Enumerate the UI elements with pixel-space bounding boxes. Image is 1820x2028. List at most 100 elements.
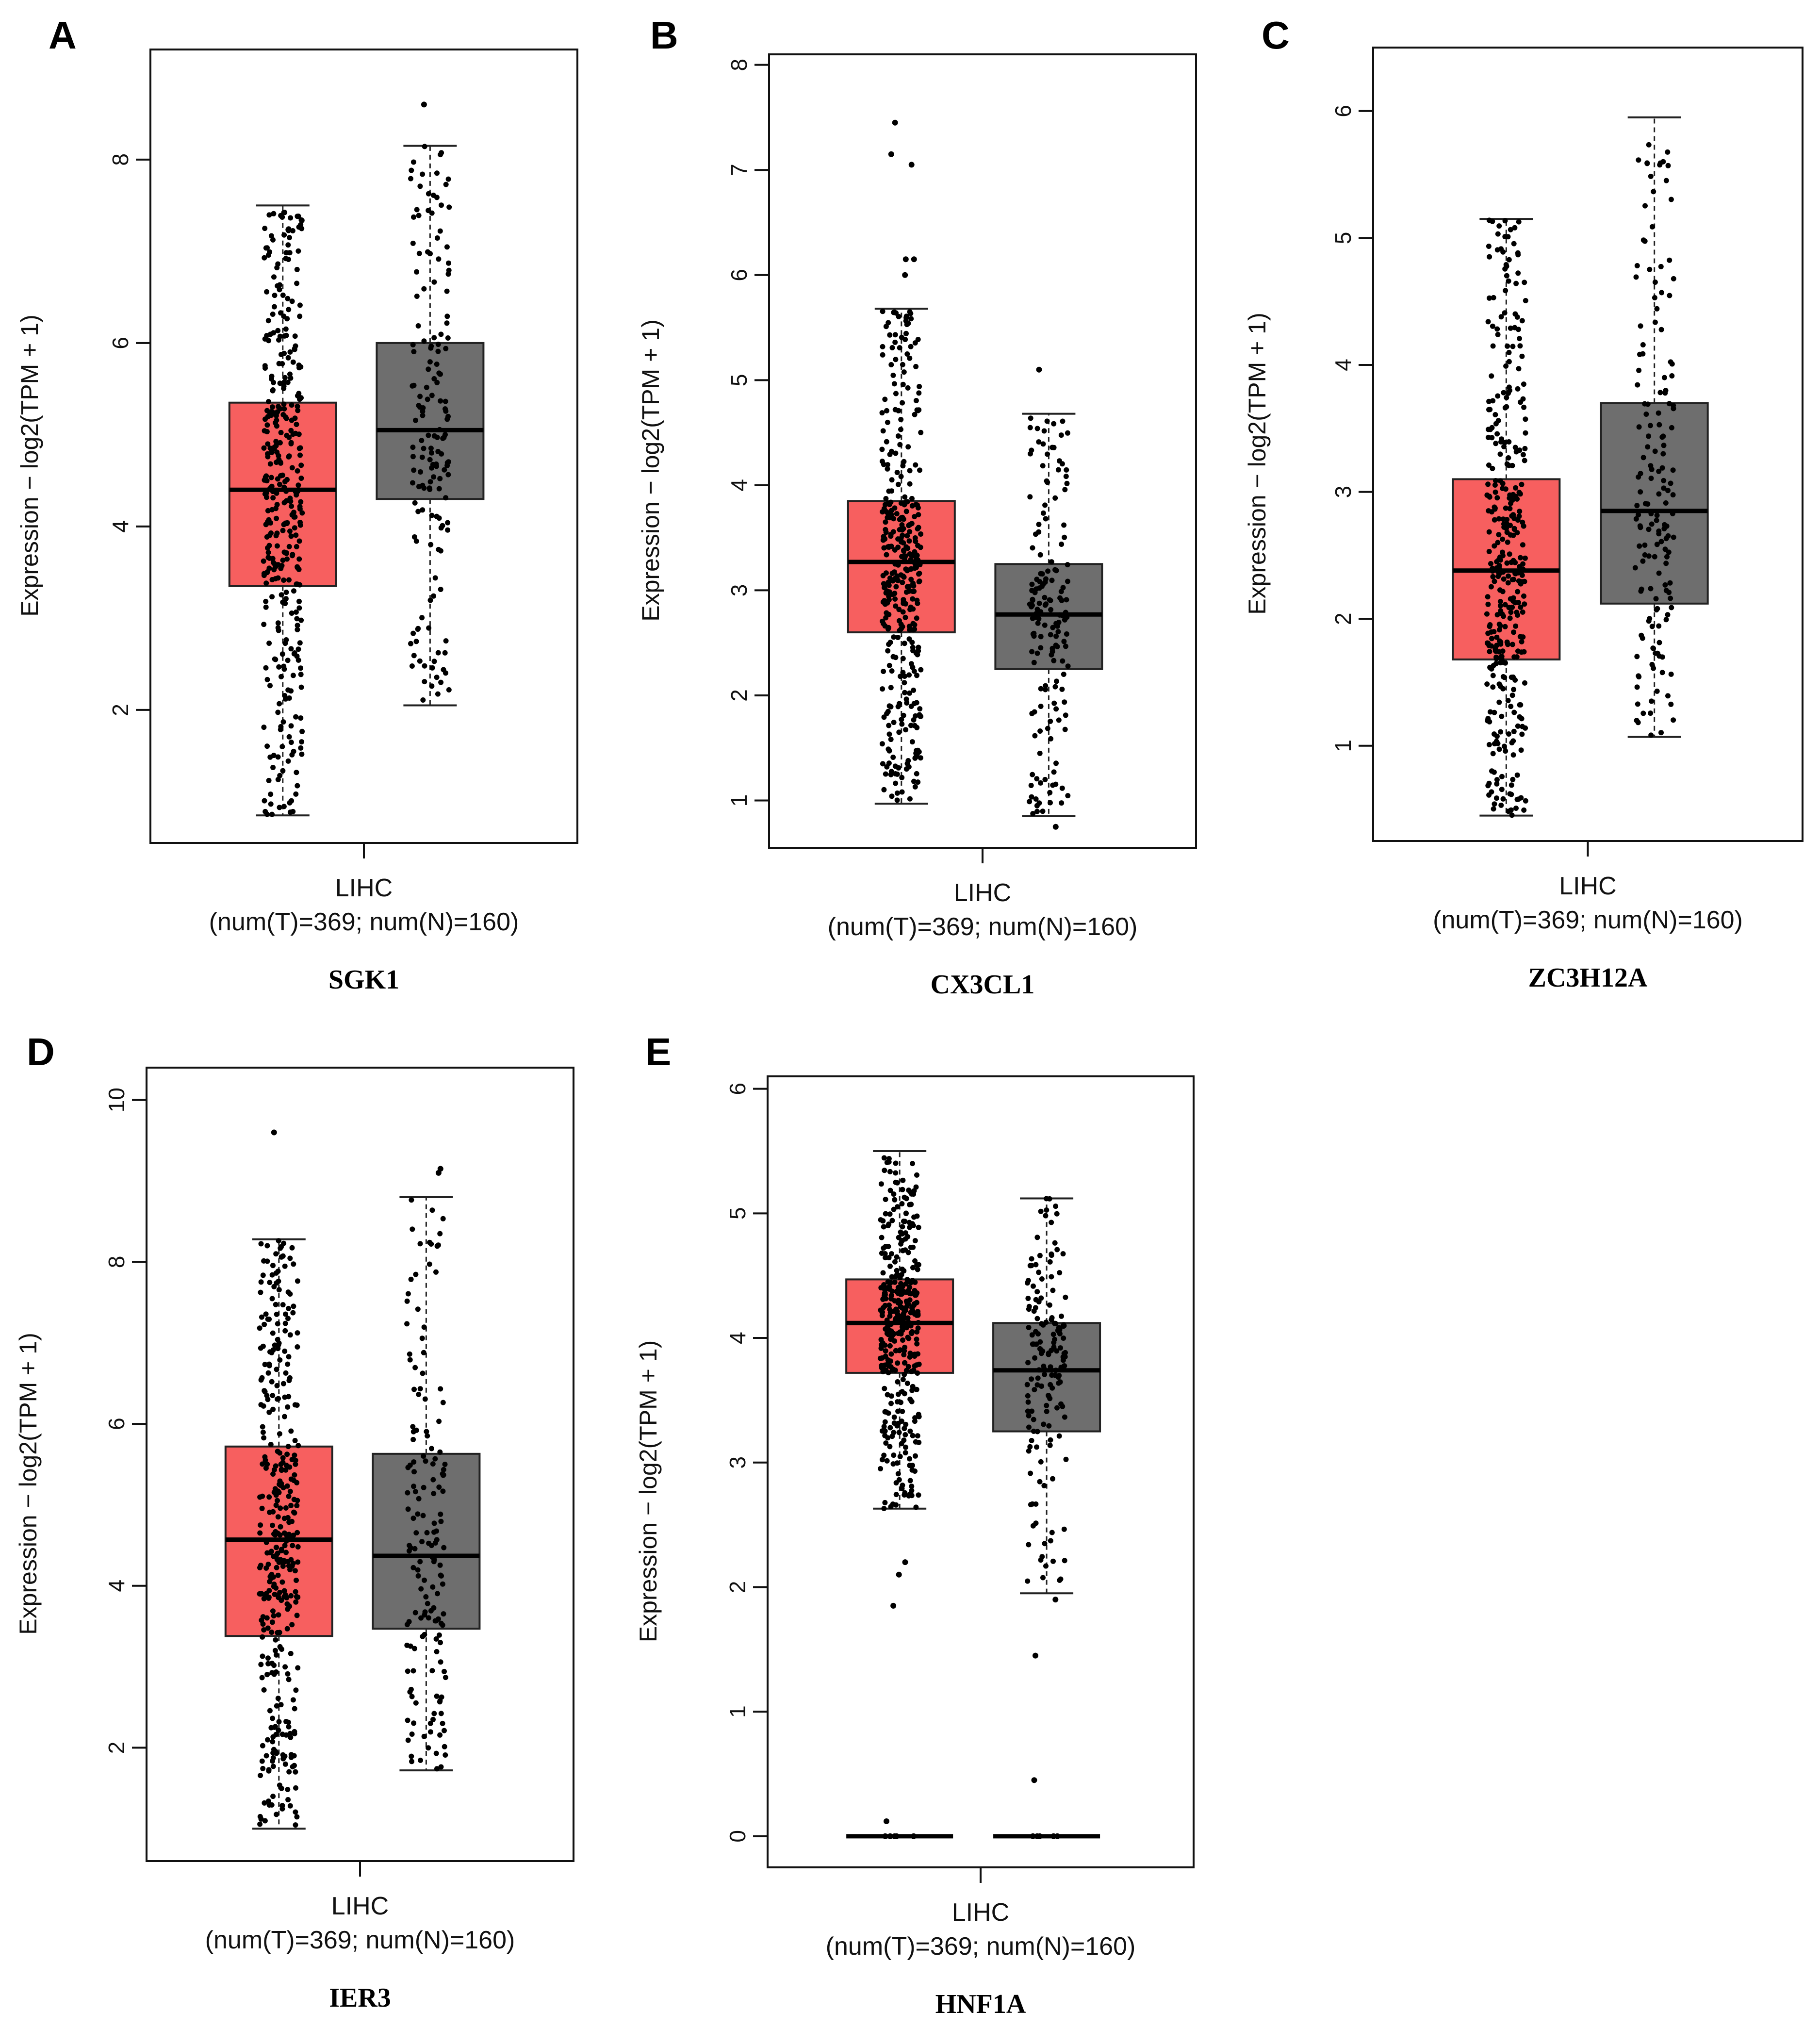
sample-point: [280, 768, 286, 774]
sample-point: [293, 791, 299, 797]
sample-point: [895, 1391, 901, 1397]
sample-point: [269, 1296, 275, 1302]
sample-point: [1491, 806, 1496, 812]
sample-point: [1522, 458, 1527, 463]
sample-point: [1048, 632, 1053, 638]
sample-point: [1025, 1408, 1031, 1414]
sample-point: [881, 1424, 887, 1430]
sample-point: [886, 731, 892, 737]
sample-point: [411, 349, 417, 355]
sample-point: [900, 1187, 905, 1192]
sample-point: [1487, 649, 1492, 655]
sample-point: [295, 627, 300, 632]
sample-point: [1494, 431, 1500, 437]
sample-point: [882, 1290, 887, 1296]
sample-point: [431, 1520, 437, 1526]
sample-point: [918, 667, 924, 673]
sample-point: [1645, 501, 1651, 507]
sample-point: [410, 1429, 416, 1434]
sample-point: [277, 1782, 282, 1788]
sample-point: [296, 538, 302, 544]
sample-point: [885, 462, 890, 468]
sample-point: [280, 292, 286, 298]
sample-point: [889, 345, 895, 350]
sample-point: [279, 1803, 285, 1809]
sample-point: [891, 381, 897, 387]
sample-point: [1669, 373, 1675, 379]
sample-point: [886, 582, 892, 588]
sample-point: [274, 1367, 279, 1372]
sample-point: [1495, 331, 1501, 337]
outlier-point: [1052, 1597, 1059, 1603]
sample-point: [429, 1668, 435, 1674]
sample-point: [902, 1344, 908, 1350]
sample-point: [1523, 298, 1528, 303]
sample-point: [285, 355, 291, 361]
sample-point: [912, 1238, 918, 1244]
sample-point: [283, 1505, 289, 1511]
sample-point: [884, 552, 889, 558]
gene-title: ZC3H12A: [1528, 963, 1648, 993]
sample-point: [421, 1484, 426, 1490]
sample-point: [1030, 772, 1035, 777]
sample-point: [898, 427, 903, 432]
sample-point: [275, 476, 280, 482]
sample-point: [914, 597, 920, 603]
sample-point: [277, 1431, 282, 1437]
sample-point: [1053, 1204, 1059, 1209]
sample-point: [440, 1216, 446, 1221]
sample-point: [277, 282, 283, 288]
sample-point: [909, 1305, 915, 1311]
sample-point: [299, 739, 305, 745]
sample-point: [899, 1485, 905, 1491]
sample-point: [279, 1467, 284, 1473]
sample-point: [1042, 1541, 1048, 1547]
sample-point: [1504, 560, 1510, 566]
sample-point: [297, 313, 303, 319]
sample-point: [913, 462, 918, 468]
sample-point: [1060, 585, 1066, 591]
sample-point: [1060, 1251, 1066, 1257]
sample-point: [269, 577, 275, 582]
sample-point: [914, 615, 919, 621]
sample-point: [909, 1399, 915, 1404]
sample-point: [292, 1402, 298, 1408]
sample-point: [1520, 519, 1525, 525]
sample-point: [1058, 1345, 1063, 1351]
sample-point: [894, 771, 900, 777]
sample-point: [421, 445, 426, 451]
sample-point: [1668, 671, 1674, 677]
sample-point: [411, 1720, 417, 1726]
sample-point: [286, 734, 292, 740]
sample-point: [1051, 1344, 1057, 1350]
sample-point: [1654, 512, 1660, 518]
sample-point: [270, 1715, 276, 1721]
sample-point: [292, 1729, 297, 1734]
y-tick-label: 4: [1330, 359, 1356, 371]
sample-point: [1060, 658, 1066, 664]
sample-point: [1506, 808, 1511, 814]
sample-point: [881, 545, 887, 551]
sample-point: [1668, 701, 1674, 707]
sample-point: [1494, 643, 1500, 648]
sample-point: [291, 1509, 296, 1515]
sample-point: [1503, 505, 1508, 511]
sample-point: [292, 1568, 298, 1574]
sample-point: [1670, 492, 1676, 498]
sample-point: [275, 1498, 280, 1503]
sample-point: [295, 1278, 300, 1284]
y-tick-label: 6: [1330, 105, 1356, 117]
sample-point: [298, 476, 304, 481]
sample-point: [284, 1595, 290, 1600]
sample-point: [275, 754, 281, 760]
sample-point: [1498, 729, 1504, 735]
sample-point: [898, 1229, 903, 1235]
sample-point: [1490, 398, 1496, 404]
sample-point: [285, 758, 291, 764]
sample-point: [260, 1765, 266, 1771]
sample-point: [1496, 699, 1502, 705]
sample-point: [415, 627, 421, 632]
sample-point: [912, 514, 918, 520]
sample-point: [285, 296, 291, 301]
sample-point: [431, 1529, 437, 1535]
